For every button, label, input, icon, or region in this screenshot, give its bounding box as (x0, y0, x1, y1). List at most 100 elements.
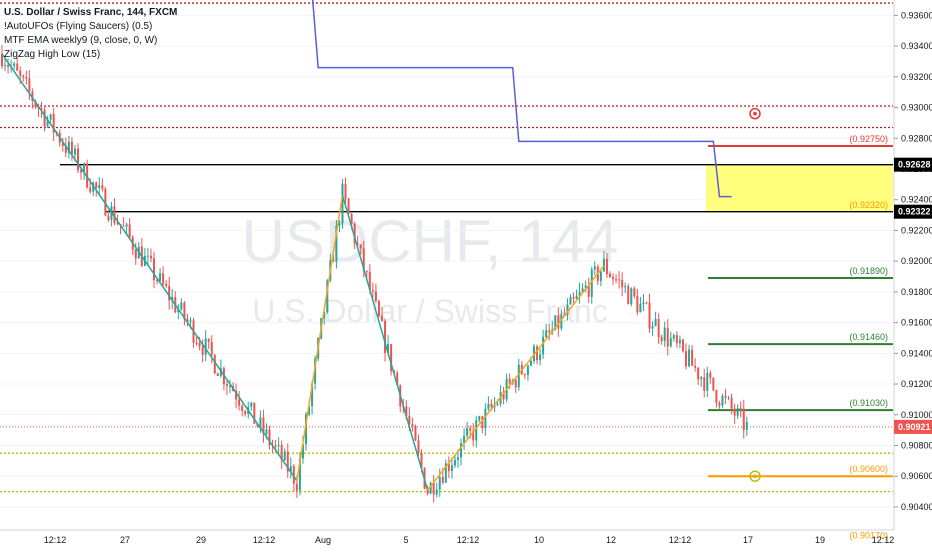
candle-body (244, 410, 247, 415)
candle-body (180, 302, 183, 310)
candle-body (25, 77, 28, 79)
candle-body (441, 476, 444, 483)
price-tick-label: 0.91400 (901, 348, 932, 358)
time-tick-label: 12 (606, 535, 616, 545)
candle-body (453, 459, 456, 466)
candle-body (283, 451, 286, 461)
candle-body (225, 384, 228, 386)
candle-body (411, 424, 414, 427)
legend-indicator-zigzag[interactable]: ZigZag High Low (15) (4, 49, 101, 60)
time-axis[interactable]: 12:12 27 29 12:12 Aug 5 12:12 10 12 12:12 17 19 12:1… (0, 529, 894, 545)
candle-body (517, 364, 520, 388)
candle-body (496, 403, 499, 405)
candle-body (584, 285, 587, 289)
zigzag-lines (1, 53, 605, 491)
candle-body (326, 280, 329, 312)
candle-body (648, 302, 651, 329)
candle-body (1, 53, 3, 67)
ema-step-line (311, 0, 732, 198)
candle-body (362, 248, 365, 272)
candle-body (61, 142, 64, 146)
candle-body (122, 225, 125, 227)
candle-body (575, 295, 578, 299)
legend-indicator-ufo[interactable]: !AutoUFOs (Flying Saucers) (0.5) (4, 21, 153, 32)
candle-body (73, 148, 76, 155)
time-tick-label: 12:12 (669, 535, 692, 545)
candle-body (615, 279, 618, 281)
candle-body (64, 145, 67, 153)
candle-body (301, 444, 304, 459)
candle-body (675, 335, 678, 344)
candle-body (529, 360, 532, 366)
candle-body (514, 380, 517, 388)
candle-body (204, 338, 207, 355)
candle-body (146, 255, 149, 257)
candle-body (739, 408, 742, 410)
candle-body (162, 273, 165, 285)
candle-body (645, 302, 648, 304)
candle-body (745, 421, 748, 431)
legend-title[interactable]: U.S. Dollar / Swiss Franc, 144, FXCM (4, 7, 178, 18)
candle-body (153, 258, 155, 281)
candle-body (384, 321, 387, 353)
zone-rect (706, 164, 893, 212)
watermark-symbol: USDCHF, 144 (242, 208, 619, 275)
price-tick-label: 0.91200 (901, 379, 932, 389)
price-tick-label: 0.91600 (901, 318, 932, 328)
candle-body (338, 223, 341, 226)
ufo-marker-bottom (749, 470, 761, 482)
candle-body (438, 476, 441, 490)
candle-body (569, 297, 572, 305)
candle-body (602, 258, 605, 272)
candle-body (46, 119, 49, 127)
candle-body (101, 185, 104, 190)
candle-body (457, 457, 459, 460)
candle-body (660, 337, 663, 342)
candle-body (207, 338, 210, 342)
candle-body (536, 346, 539, 361)
candle-body (724, 395, 727, 398)
candle-body (490, 403, 493, 408)
candle-body (128, 224, 131, 238)
time-tick-label: 10 (534, 535, 544, 545)
price-highlight-box (894, 204, 932, 219)
candle-body (381, 316, 383, 322)
price-tick-label: 0.90600 (901, 471, 932, 481)
price-axis[interactable]: 0.93600 0.93400 0.93200 0.93000 0.92800 0.926… (893, 0, 932, 530)
candle-body (697, 367, 700, 380)
zigzag-segment (341, 194, 429, 491)
candle-body (730, 397, 733, 409)
candle-body (426, 488, 429, 494)
candle-body (405, 406, 408, 417)
price-tick-label: 0.91800 (901, 287, 932, 297)
candle-body (685, 351, 687, 367)
candle-body (545, 330, 548, 337)
time-tick-label: 12:12 (457, 535, 480, 545)
candle-body (368, 271, 371, 290)
legend-indicator-ema[interactable]: MTF EMA weekly9 (9, close, 0, W) (4, 35, 158, 46)
candle-body (22, 75, 25, 78)
candle-body (590, 269, 593, 297)
candle-body (356, 243, 359, 245)
candle-body (186, 319, 189, 322)
candle-body (663, 327, 666, 342)
target-level-label: (0.92320) (849, 200, 888, 210)
candle-body (311, 383, 314, 407)
candle-body (107, 215, 110, 221)
candle-body (98, 185, 101, 188)
candle-body (277, 444, 280, 446)
candle-body (691, 349, 694, 366)
candle-body (40, 108, 43, 110)
candle-body (292, 466, 295, 484)
candle-body (241, 405, 244, 411)
candle-body (742, 408, 745, 431)
candle-body (274, 445, 277, 447)
candle-body (189, 320, 192, 322)
price-tick-label: 0.92400 (901, 195, 932, 205)
candle-body (134, 249, 137, 259)
candle-body (16, 63, 19, 71)
candle-body (305, 414, 307, 445)
candle-body (229, 385, 231, 387)
